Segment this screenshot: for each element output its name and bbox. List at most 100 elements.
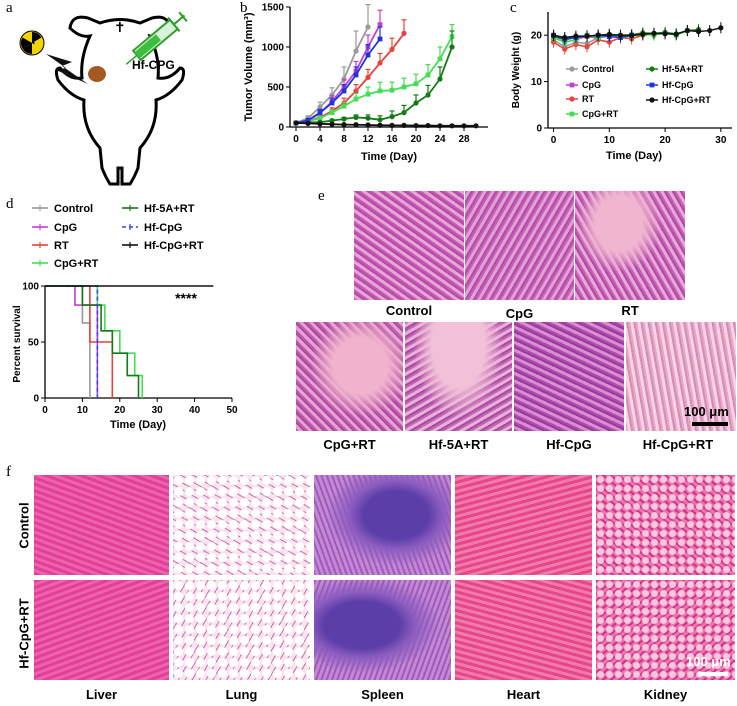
b-point: [449, 123, 455, 129]
b-point: [401, 30, 407, 36]
d-legend-label: Control: [54, 203, 93, 215]
b-point: [329, 110, 335, 115]
b-point: [317, 121, 323, 127]
d-legend-label: Hf-CpG+RT: [144, 240, 204, 252]
b-point: [377, 36, 383, 42]
he-tile-hf5a-rt: [405, 322, 512, 431]
organ-caption-kidney: Kidney: [643, 687, 688, 702]
c-series-line: [553, 27, 722, 39]
organ-tile-kidney-control: [596, 475, 735, 575]
d-y-tick-label: 0: [33, 394, 39, 405]
he-caption-hf-cpg-rt: Hf-CpG+RT: [642, 437, 714, 452]
c-point: [640, 31, 646, 37]
b-point: [365, 24, 371, 30]
c-point: [651, 30, 657, 36]
b-point: [401, 84, 407, 90]
c-point: [573, 33, 579, 39]
d-legend-label: CpG: [54, 222, 77, 234]
c-point: [606, 39, 612, 45]
d-significance: ****: [175, 290, 197, 306]
b-point: [341, 116, 347, 122]
d-legend-label: CpG+RT: [54, 258, 99, 270]
b-series-line: [295, 122, 476, 127]
organ-caption-spleen: Spleen: [361, 687, 404, 702]
organ-tile-liver-control: [34, 475, 169, 575]
scale-bar-f-label: 100 μm: [686, 654, 731, 669]
c-legend-label: CpG+RT: [582, 109, 619, 119]
c-x-tick-label: 20: [660, 135, 672, 146]
d-y-tick-label: 100: [22, 282, 39, 293]
b-point: [425, 122, 431, 129]
b-x-tick-label: 20: [410, 134, 422, 145]
b-point: [341, 103, 347, 109]
c-legend-marker: [649, 97, 655, 103]
c-y-tick-label: 10: [531, 77, 543, 88]
b-point: [365, 74, 371, 80]
b-x-tick-label: 16: [386, 134, 398, 145]
row-label-hf-cpg-rt: Hf-CpG+RT: [16, 598, 32, 669]
organ-caption-heart: Heart: [506, 687, 541, 702]
b-point: [377, 117, 383, 123]
b-point: [305, 120, 311, 126]
organ-tile-kidney-treated: [596, 580, 735, 680]
d-x-tick-label: 40: [189, 405, 201, 416]
c-legend-marker: [569, 111, 575, 117]
syringe-icon: [125, 11, 188, 65]
b-point: [437, 76, 443, 82]
row-label-control: Control: [16, 502, 32, 549]
c-legend-marker: [569, 96, 575, 102]
c-x-axis-title: Time (Day): [606, 150, 662, 162]
b-point: [329, 100, 335, 106]
b-point: [377, 60, 383, 66]
drug-label: Hf-CPG: [132, 58, 175, 72]
panel-label-e: e: [318, 188, 325, 204]
radiation-icon: [19, 30, 45, 56]
he-caption-hf-cpg: Hf-CpG: [546, 437, 592, 452]
b-x-axis-title: Time (Day): [361, 151, 417, 163]
panel-label-d: d: [6, 196, 14, 212]
b-point: [341, 88, 347, 94]
b-point: [353, 96, 359, 102]
c-y-tick-label: 20: [531, 31, 543, 42]
b-point: [401, 110, 407, 116]
d-y-tick-label: 50: [28, 338, 40, 349]
organ-tile-lung-treated: [173, 580, 310, 680]
b-point: [293, 120, 299, 126]
he-tile-control: [354, 191, 464, 300]
b-point: [329, 121, 335, 127]
panel-label-b: b: [240, 0, 248, 16]
b-y-tick-label: 500: [267, 83, 284, 94]
c-point: [673, 31, 679, 37]
b-point: [425, 72, 431, 78]
he-tile-hf-cpg-rt: [626, 322, 736, 431]
c-x-tick-label: 10: [604, 135, 616, 146]
b-point: [353, 114, 359, 120]
b-x-tick-label: 4: [317, 134, 323, 145]
mouse-schematic: ✝: [19, 11, 188, 186]
c-point: [584, 33, 590, 39]
tumor: [88, 66, 106, 82]
b-point: [437, 56, 443, 62]
d-x-axis-title: Time (Day): [110, 419, 166, 431]
c-legend-marker: [569, 82, 575, 88]
c-series-line: [553, 33, 655, 50]
c-x-tick-label: 0: [551, 135, 557, 146]
b-point: [473, 123, 479, 129]
c-point: [595, 32, 601, 38]
scale-bar-e: [692, 422, 728, 426]
he-caption-cpg-rt: CpG+RT: [323, 437, 376, 452]
c-point: [629, 33, 635, 39]
b-point: [413, 100, 419, 106]
b-point: [425, 92, 431, 98]
b-point: [317, 104, 323, 110]
b-point: [365, 91, 371, 97]
he-tile-hf-cpg: [514, 322, 624, 431]
b-point: [389, 114, 395, 120]
organ-tile-liver-treated: [34, 580, 169, 680]
d-x-tick-label: 30: [152, 405, 164, 416]
b-point: [437, 123, 443, 129]
b-point: [389, 87, 395, 93]
tumor-volume-chart: 0 4 8 12 16 20 24 28 0 500 1000 1500 Time (Day) Tumor…: [243, 3, 488, 163]
c-legend-marker: [649, 82, 655, 88]
organ-tile-spleen-control: [314, 475, 451, 575]
